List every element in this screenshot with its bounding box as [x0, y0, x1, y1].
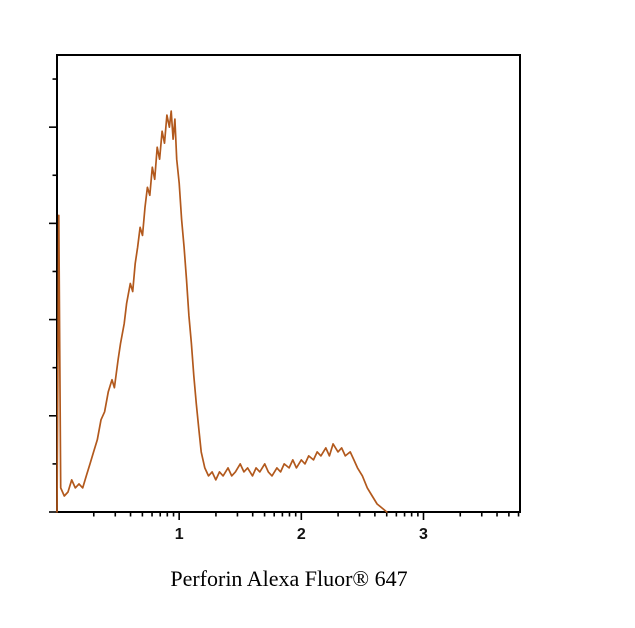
histogram-curve-group — [56, 110, 388, 513]
plot-frame — [56, 54, 521, 513]
x-axis-tick-label: 1 — [175, 526, 184, 543]
x-axis-tick-label: 2 — [297, 526, 306, 543]
histogram-curve — [56, 110, 388, 513]
y-axis-ticks — [49, 78, 57, 513]
x-axis-tick-label: 3 — [419, 526, 428, 543]
x-axis-ticks — [92, 512, 520, 520]
x-axis-tick-labels: 1 2 3 — [175, 526, 428, 543]
x-axis-title: Perforin Alexa Fluor® 647 — [170, 566, 407, 591]
